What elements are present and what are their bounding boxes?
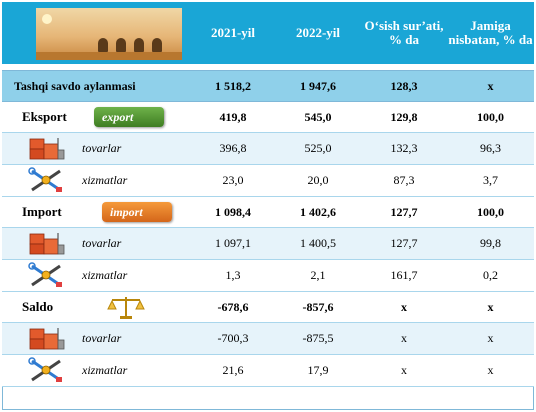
row-label: xizmatlar [82,363,128,377]
cell-v2022: 1 402,6 [275,196,361,228]
cell-v2021: 1,3 [191,259,275,292]
camel-icon [98,38,108,52]
cell-v2021: -700,3 [191,322,275,355]
cell-v2022: -857,6 [275,291,361,323]
cell-v2021: 1 098,4 [191,196,275,228]
row-label-cell: tovarlar [2,322,191,355]
row-label-cell: tovarlar [2,227,191,260]
row-label: Saldo [22,299,54,314]
row-label: xizmatlar [82,173,128,187]
cell-share: 100,0 [447,196,534,228]
cell-growth: 132,3 [361,132,447,165]
sun-icon [42,14,52,24]
cell-v2021: 23,0 [191,164,275,197]
table-row: tovarlar 1 097,1 1 400,5 127,7 99,8 [2,227,534,260]
trade-table: 2021-yil 2022-yil O‘sish sur’ati, % da J… [2,2,534,387]
camel-icon [152,38,162,52]
table-row: tovarlar -700,3 -875,5 x x [2,322,534,355]
cell-growth: 129,8 [361,101,447,133]
row-label-cell: tovarlar [2,132,191,165]
camel-icon [116,38,126,52]
export-badge: export [94,107,164,127]
row-label-cell: xizmatlar [2,354,191,387]
import-badge: import [102,202,172,222]
table-row: tovarlar 396,8 525,0 132,3 96,3 [2,132,534,165]
cell-growth: 128,3 [361,70,447,102]
header-share: Jamiga nisbatan, % da [447,2,534,64]
row-label: Import [22,204,62,219]
table-row: xizmatlar 1,3 2,1 161,7 0,2 [2,259,534,292]
desert-caravan-image [36,8,182,60]
cell-growth: 127,7 [361,227,447,260]
cell-v2022: 1 947,6 [275,70,361,102]
header-row: 2021-yil 2022-yil O‘sish sur’ati, % da J… [2,2,534,64]
row-label: Tashqi savdo aylanmasi [14,79,136,93]
cell-v2021: 396,8 [191,132,275,165]
cell-v2021: 1 097,1 [191,227,275,260]
section-row: Import import 1 098,4 1 402,6 127,7 100,0 [2,196,534,228]
row-label: Eksport [22,109,67,124]
total-row: Tashqi savdo aylanmasi 1 518,2 1 947,6 128,… [2,70,534,102]
cell-v2022: 17,9 [275,354,361,387]
cell-share: x [447,322,534,355]
cell-share: x [447,70,534,102]
cell-share: x [447,354,534,387]
cell-growth: 127,7 [361,196,447,228]
cell-growth: x [361,354,447,387]
header-image-cell [2,2,191,64]
cell-growth: x [361,291,447,323]
row-label: tovarlar [82,141,122,155]
row-label-cell: Import import [2,196,191,228]
cell-v2021: 21,6 [191,354,275,387]
row-label-cell: Eksport export [2,101,191,133]
cell-share: 100,0 [447,101,534,133]
cell-share: 96,3 [447,132,534,165]
header-2021: 2021-yil [191,2,275,64]
row-label: tovarlar [82,331,122,345]
cell-v2021: -678,6 [191,291,275,323]
row-label-cell: xizmatlar [2,164,191,197]
header-2022: 2022-yil [275,2,361,64]
cell-share: x [447,291,534,323]
section-row: Saldo -678,6 -857,6 x x [2,291,534,323]
cell-v2021: 1 518,2 [191,70,275,102]
cell-v2022: -875,5 [275,322,361,355]
row-label: tovarlar [82,236,122,250]
cell-v2022: 1 400,5 [275,227,361,260]
cell-growth: 87,3 [361,164,447,197]
cell-share: 0,2 [447,259,534,292]
cell-v2022: 525,0 [275,132,361,165]
row-label-cell: Saldo [2,291,191,323]
row-label-cell: xizmatlar [2,259,191,292]
sand-dune [36,52,182,60]
section-row: Eksport export 419,8 545,0 129,8 100,0 [2,101,534,133]
table-row: xizmatlar 23,0 20,0 87,3 3,7 [2,164,534,197]
cell-share: 99,8 [447,227,534,260]
row-label-cell: Tashqi savdo aylanmasi [2,70,191,102]
cell-v2022: 2,1 [275,259,361,292]
header-growth: O‘sish sur’ati, % da [361,2,447,64]
camel-icon [134,38,144,52]
cell-v2021: 419,8 [191,101,275,133]
table-row: xizmatlar 21,6 17,9 x x [2,354,534,387]
cell-growth: 161,7 [361,259,447,292]
cell-growth: x [361,322,447,355]
cell-v2022: 20,0 [275,164,361,197]
cell-share: 3,7 [447,164,534,197]
row-label: xizmatlar [82,268,128,282]
cell-v2022: 545,0 [275,101,361,133]
